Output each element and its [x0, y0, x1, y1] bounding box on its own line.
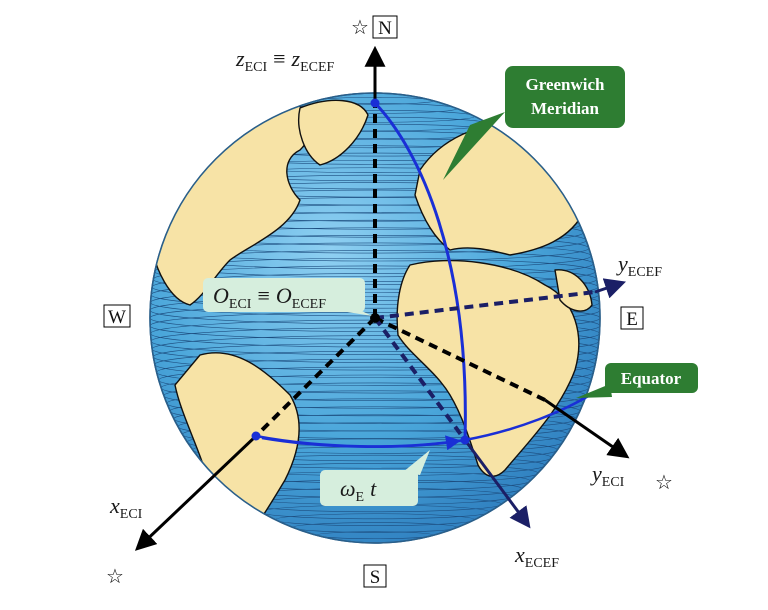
x-eci-label: xECI — [109, 493, 143, 522]
rotation-label: ωE t — [340, 476, 377, 505]
origin-dot — [370, 313, 380, 323]
y-eci-axis-hidden — [374, 316, 546, 402]
star-y-eci-icon: ☆ — [655, 472, 673, 494]
y-eci-axis — [544, 398, 630, 459]
x-ecef-equator-dot — [460, 435, 470, 445]
x-eci-axis-hidden — [254, 316, 377, 438]
y-ecef-axis — [594, 278, 626, 299]
east-label: E — [626, 309, 638, 330]
x-ecef-axis-hidden — [373, 316, 467, 442]
rotation-label-box: ωE t — [320, 450, 430, 506]
north-pole-dot — [370, 98, 380, 108]
south-label: S — [370, 567, 381, 588]
equator-callout-label: Equator — [621, 369, 682, 388]
greenwich-meridian — [373, 101, 467, 441]
x-ecef-label: xECEF — [514, 542, 559, 571]
arabia-land — [554, 269, 593, 312]
west-label-box: W — [103, 304, 131, 328]
east-label-box: E — [620, 306, 644, 330]
equator-callout: Equator — [576, 363, 698, 398]
south-label-box: S — [363, 564, 387, 588]
x-ecef-axis — [463, 439, 531, 529]
latitude-line — [150, 304, 600, 332]
star-x-eci-icon: ☆ — [106, 566, 124, 588]
greenwich-callout-line1: Greenwich — [525, 75, 605, 94]
origin-label-box: OECI ≡ OECEF — [203, 278, 372, 316]
y-ecef-label: yECEF — [616, 251, 662, 280]
star-north-icon: ☆ — [351, 17, 369, 39]
y-eci-label: yECI — [590, 461, 625, 490]
west-label: W — [108, 307, 126, 328]
greenland-land — [298, 99, 369, 166]
y-ecef-axis-hidden — [374, 290, 596, 320]
x-eci-axis — [134, 434, 258, 551]
rotation-arc — [261, 435, 461, 451]
greenwich-callout: Greenwich Meridian — [443, 66, 625, 180]
north-label-box: N — [372, 15, 398, 39]
north-label: N — [378, 18, 392, 39]
x-eci-equator-dot — [251, 431, 261, 441]
greenwich-callout-line2: Meridian — [531, 99, 600, 118]
origin-label: OECI ≡ OECEF — [213, 283, 326, 312]
z-axis-label: zECI ≡ zECEF — [235, 46, 335, 75]
